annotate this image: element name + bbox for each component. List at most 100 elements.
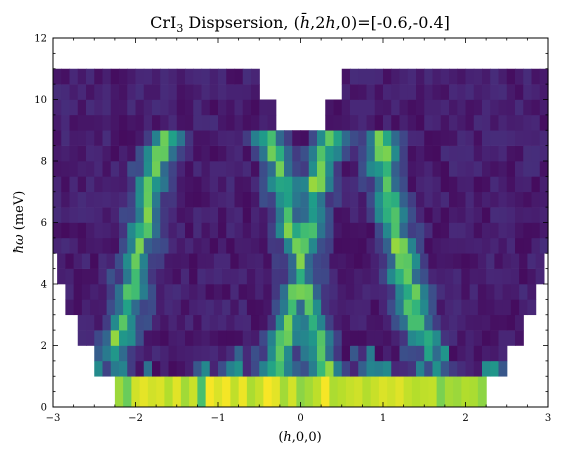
- heatmap-cell: [457, 345, 467, 362]
- heatmap-cell: [527, 299, 537, 316]
- heatmap-cell: [201, 237, 211, 254]
- heatmap-cell: [473, 176, 483, 193]
- heatmap-cell: [358, 145, 368, 162]
- heatmap-cell: [465, 114, 475, 131]
- heatmap-cell: [416, 330, 425, 346]
- heatmap-cell: [465, 176, 475, 193]
- heatmap-cell: [77, 314, 87, 331]
- heatmap-cell: [242, 207, 252, 223]
- heatmap-cell: [407, 330, 417, 346]
- heatmap-cell: [292, 222, 302, 239]
- heatmap-cell: [160, 330, 170, 346]
- heatmap-cell: [185, 191, 194, 208]
- heatmap-cell: [399, 360, 409, 377]
- heatmap-cell: [114, 253, 124, 269]
- heatmap-cell: [242, 345, 252, 362]
- heatmap-cell: [69, 84, 79, 100]
- heatmap-cell: [350, 314, 359, 331]
- heatmap-cell: [275, 345, 285, 362]
- heatmap-cell: [201, 114, 211, 131]
- heatmap-cell: [156, 284, 165, 300]
- heatmap-cell: [201, 330, 211, 346]
- heatmap-cell: [469, 253, 479, 269]
- heatmap-cell: [362, 299, 372, 316]
- heatmap-cell: [506, 191, 516, 208]
- heatmap-cell: [341, 68, 351, 85]
- heatmap-cell: [482, 207, 491, 223]
- heatmap-cell: [193, 237, 203, 254]
- heatmap-cell: [329, 284, 339, 300]
- heatmap-cell: [193, 207, 203, 223]
- heatmap-cell: [86, 191, 95, 208]
- heatmap-cell: [94, 84, 104, 100]
- heatmap-cell: [366, 176, 376, 193]
- heatmap-cell: [473, 130, 483, 146]
- heatmap-cell: [168, 161, 178, 177]
- heatmap-cell: [391, 176, 401, 193]
- heatmap-cell: [263, 299, 273, 316]
- heatmap-cell: [226, 237, 236, 254]
- heatmap-cell: [246, 299, 256, 316]
- heatmap-cell: [428, 299, 438, 316]
- heatmap-cell: [197, 268, 207, 285]
- heatmap-cell: [457, 314, 467, 331]
- heatmap-cell: [391, 68, 401, 85]
- heatmap-cell: [337, 268, 347, 285]
- heatmap-cell: [383, 314, 392, 331]
- heatmap-cell: [77, 222, 87, 239]
- heatmap-cell: [127, 360, 137, 377]
- heatmap-cell: [168, 99, 178, 116]
- y-tick-label: 10: [34, 95, 47, 106]
- heatmap-cell: [193, 68, 203, 85]
- heatmap-cell: [350, 161, 359, 177]
- heatmap-cell: [317, 314, 326, 331]
- heatmap-cell: [308, 161, 318, 177]
- heatmap-cell: [152, 114, 161, 131]
- heatmap-cell: [143, 99, 153, 116]
- heatmap-cell: [279, 284, 289, 300]
- heatmap-cell: [350, 176, 359, 193]
- heatmap-cell: [350, 222, 359, 239]
- heatmap-cell: [267, 161, 277, 177]
- heatmap-cell: [428, 253, 438, 269]
- heatmap-cell: [218, 145, 227, 162]
- heatmap-cell: [119, 345, 128, 362]
- heatmap-cell: [424, 145, 434, 162]
- heatmap-cell: [77, 191, 87, 208]
- heatmap-cell: [110, 360, 120, 377]
- heatmap-cell: [515, 222, 524, 239]
- heatmap-cell: [226, 114, 236, 131]
- heatmap-cell: [152, 176, 161, 193]
- heatmap-cell: [411, 376, 421, 408]
- heatmap-cell: [114, 376, 124, 408]
- heatmap-cell: [395, 253, 405, 269]
- heatmap-cell: [317, 176, 326, 193]
- heatmap-cell: [110, 99, 120, 116]
- heatmap-cell: [110, 207, 120, 223]
- heatmap-cell: [350, 330, 359, 346]
- heatmap-cell: [457, 99, 467, 116]
- heatmap-cell: [69, 145, 79, 162]
- heatmap-cell: [209, 207, 219, 223]
- heatmap-cell: [90, 268, 99, 285]
- heatmap-cell: [251, 330, 260, 346]
- heatmap-cell: [374, 130, 384, 146]
- heatmap-cell: [86, 330, 95, 346]
- heatmap-cell: [420, 376, 429, 408]
- heatmap-cell: [407, 145, 417, 162]
- heatmap-cell: [329, 253, 339, 269]
- heatmap-cell: [185, 145, 194, 162]
- heatmap-cell: [523, 237, 533, 254]
- heatmap-cell: [527, 284, 537, 300]
- heatmap-cell: [395, 268, 405, 285]
- heatmap-cell: [436, 299, 446, 316]
- heatmap-cell: [515, 191, 524, 208]
- heatmap-cell: [399, 176, 409, 193]
- heatmap-cell: [292, 314, 302, 331]
- heatmap-cell: [329, 268, 339, 285]
- heatmap-cell: [304, 376, 314, 408]
- heatmap-cell: [263, 268, 273, 285]
- heatmap-cell: [354, 253, 363, 269]
- heatmap-cell: [255, 268, 264, 285]
- heatmap-cell: [279, 299, 289, 316]
